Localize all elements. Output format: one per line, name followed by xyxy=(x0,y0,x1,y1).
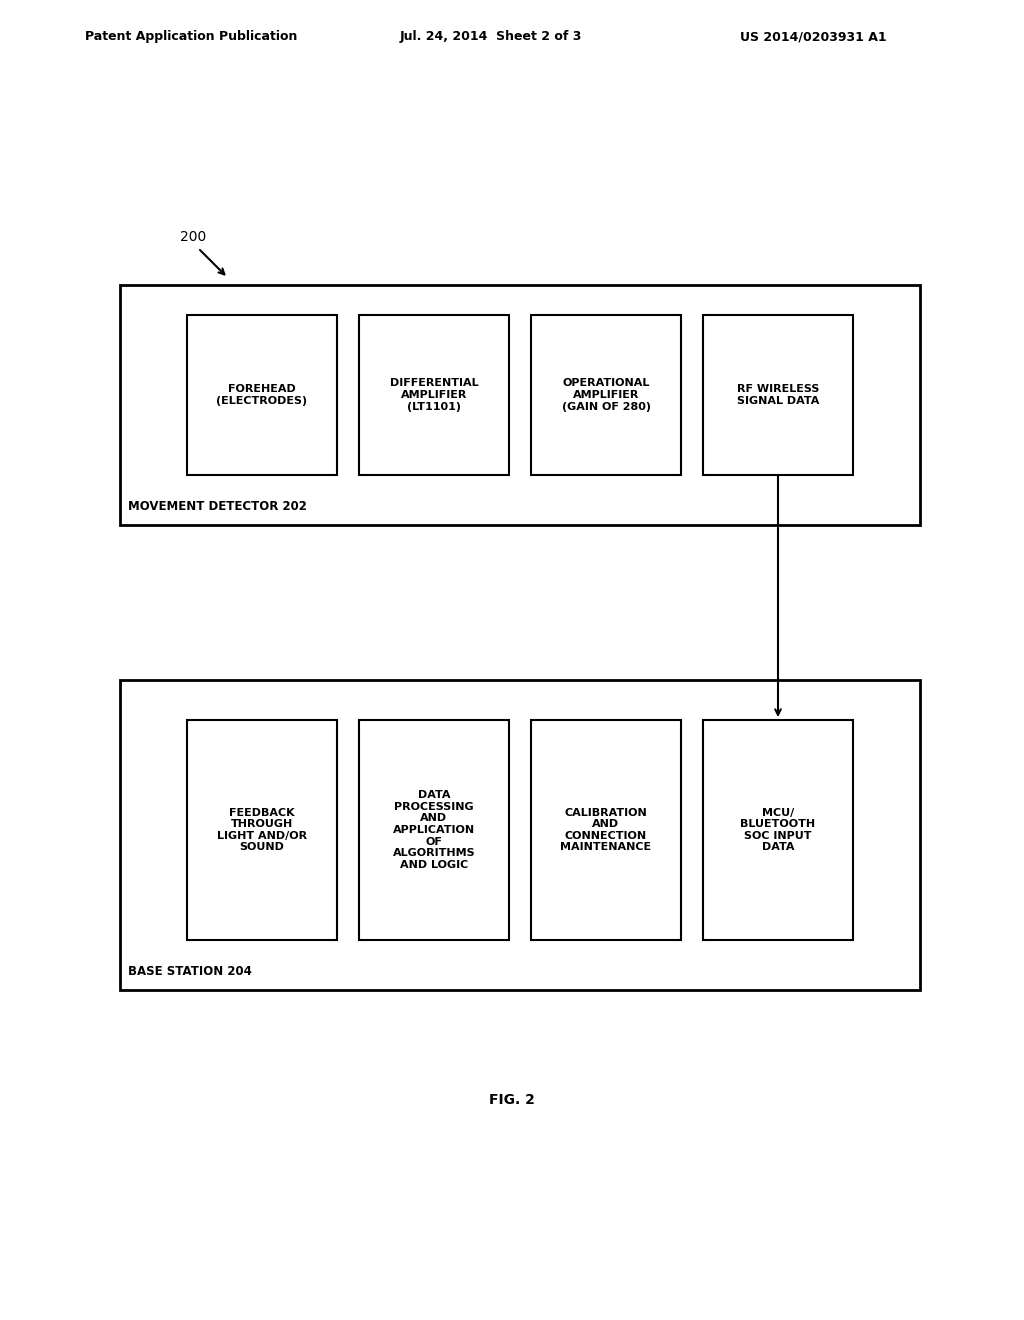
FancyBboxPatch shape xyxy=(359,315,509,475)
FancyBboxPatch shape xyxy=(359,719,509,940)
FancyBboxPatch shape xyxy=(120,285,920,525)
Text: 200: 200 xyxy=(180,230,206,244)
Text: FIG. 2: FIG. 2 xyxy=(489,1093,535,1107)
Text: Jul. 24, 2014  Sheet 2 of 3: Jul. 24, 2014 Sheet 2 of 3 xyxy=(400,30,583,44)
FancyBboxPatch shape xyxy=(120,680,920,990)
Text: FEEDBACK
THROUGH
LIGHT AND/OR
SOUND: FEEDBACK THROUGH LIGHT AND/OR SOUND xyxy=(217,808,307,853)
FancyBboxPatch shape xyxy=(187,315,337,475)
Text: DIFFERENTIAL
AMPLIFIER
(LT1101): DIFFERENTIAL AMPLIFIER (LT1101) xyxy=(390,379,478,412)
Text: CALIBRATION
AND
CONNECTION
MAINTENANCE: CALIBRATION AND CONNECTION MAINTENANCE xyxy=(560,808,651,853)
FancyBboxPatch shape xyxy=(703,315,853,475)
FancyBboxPatch shape xyxy=(531,315,681,475)
Text: BASE STATION 204: BASE STATION 204 xyxy=(128,965,252,978)
Text: OPERATIONAL
AMPLIFIER
(GAIN OF 280): OPERATIONAL AMPLIFIER (GAIN OF 280) xyxy=(561,379,650,412)
Text: MCU/
BLUETOOTH
SOC INPUT
DATA: MCU/ BLUETOOTH SOC INPUT DATA xyxy=(740,808,815,853)
Text: RF WIRELESS
SIGNAL DATA: RF WIRELESS SIGNAL DATA xyxy=(737,384,819,405)
Text: US 2014/0203931 A1: US 2014/0203931 A1 xyxy=(740,30,887,44)
Text: MOVEMENT DETECTOR 202: MOVEMENT DETECTOR 202 xyxy=(128,500,307,513)
Text: FOREHEAD
(ELECTRODES): FOREHEAD (ELECTRODES) xyxy=(216,384,307,405)
FancyBboxPatch shape xyxy=(531,719,681,940)
Text: Patent Application Publication: Patent Application Publication xyxy=(85,30,297,44)
FancyBboxPatch shape xyxy=(703,719,853,940)
FancyBboxPatch shape xyxy=(187,719,337,940)
Text: DATA
PROCESSING
AND
APPLICATION
OF
ALGORITHMS
AND LOGIC: DATA PROCESSING AND APPLICATION OF ALGOR… xyxy=(392,791,475,870)
